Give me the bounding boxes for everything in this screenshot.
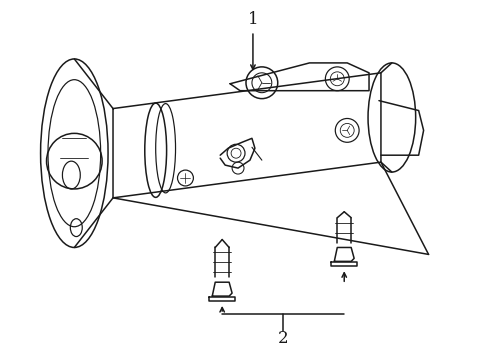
Text: 2: 2 <box>277 330 287 347</box>
Text: 1: 1 <box>247 11 258 28</box>
